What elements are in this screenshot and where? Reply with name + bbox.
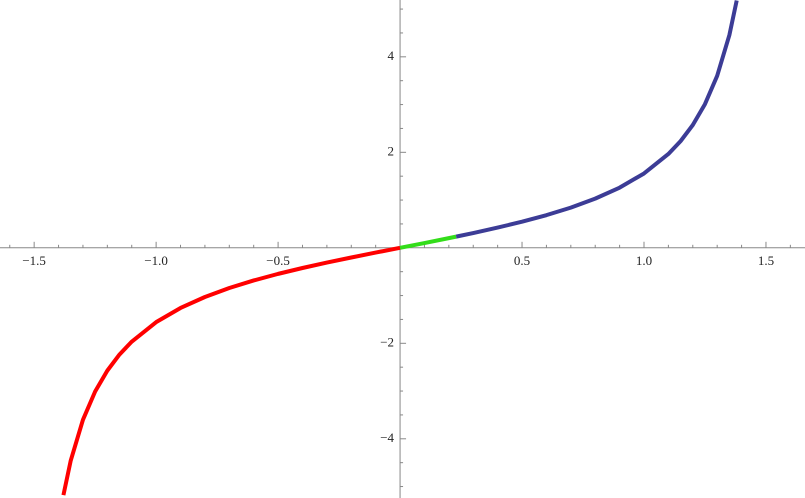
curve — [455, 0, 739, 239]
y-tick-label: 4 — [388, 48, 395, 63]
x-tick-label: 0.5 — [514, 253, 530, 268]
x-tick-label: −1.0 — [144, 253, 168, 268]
y-tick-label: −4 — [380, 430, 394, 445]
x-tick-label: −1.5 — [22, 253, 46, 268]
x-tick-label: −0.5 — [266, 253, 290, 268]
curve — [399, 234, 457, 250]
curve — [61, 245, 401, 496]
y-tick-label: 2 — [388, 143, 395, 158]
x-tick-label: 1.5 — [758, 253, 774, 268]
x-tick-label: 1.0 — [636, 253, 652, 268]
y-tick-label: −2 — [380, 334, 394, 349]
